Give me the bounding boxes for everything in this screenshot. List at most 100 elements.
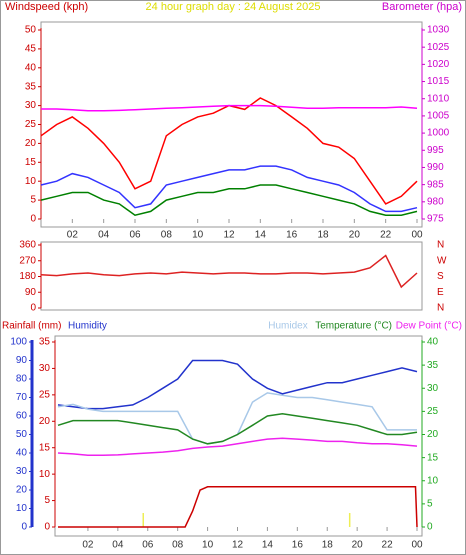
tick-label: 985 <box>427 179 444 190</box>
series-line <box>40 254 418 289</box>
tick-label: 1010 <box>427 93 450 104</box>
tick-label: 360 <box>19 240 36 251</box>
x-tick-label: 12 <box>232 540 244 551</box>
tick-label: 90 <box>25 287 37 298</box>
tick-label: 25 <box>25 119 37 130</box>
x-tick-label: 20 <box>352 540 364 551</box>
tick-label: 30 <box>427 383 439 394</box>
tick-label: N <box>437 303 444 314</box>
tick-label: 0 <box>30 214 36 225</box>
x-tick-label: 22 <box>380 230 392 241</box>
legend-label: Dew Point (°C) <box>396 321 462 332</box>
tick-label: 0 <box>44 522 50 533</box>
x-tick-label: 04 <box>112 540 124 551</box>
tick-label: 990 <box>427 162 444 173</box>
tick-label: 35 <box>427 360 439 371</box>
x-tick-label: 08 <box>172 540 184 551</box>
tick-label: 30 <box>16 466 28 477</box>
tick-label: 180 <box>19 271 36 282</box>
x-tick-label: 10 <box>202 540 214 551</box>
series-line <box>58 486 418 528</box>
x-tick-label: 08 <box>161 230 173 241</box>
x-tick-label: 06 <box>142 540 154 551</box>
tick-label: 975 <box>427 214 444 225</box>
series-line <box>40 165 418 213</box>
series-line <box>40 184 418 217</box>
tick-label: 80 <box>16 374 28 385</box>
legend-label: Rainfall (mm) <box>2 321 61 332</box>
tick-label: 40 <box>16 448 28 459</box>
tick-label: 10 <box>25 176 37 187</box>
x-tick-label: 14 <box>255 230 267 241</box>
tick-label: 1015 <box>427 76 450 87</box>
legend-label: Temperature (°C) <box>315 321 392 332</box>
tick-label: 5 <box>30 195 36 206</box>
x-tick-label: 00 <box>411 230 423 241</box>
legend-label: Humidex <box>268 321 307 332</box>
tick-label: S <box>437 271 444 282</box>
tick-label: 35 <box>39 337 51 348</box>
x-tick-label: 02 <box>82 540 94 551</box>
x-tick-label: 16 <box>292 540 304 551</box>
tick-label: 50 <box>16 429 28 440</box>
wind-label: Windspeed (kph) <box>5 1 88 13</box>
tick-label: 5 <box>44 495 50 506</box>
baro-label: Barometer (hpa) <box>382 1 462 13</box>
tick-label: 25 <box>427 406 439 417</box>
x-tick-label: 02 <box>67 230 79 241</box>
tick-label: W <box>437 255 447 266</box>
tick-label: N <box>437 240 444 251</box>
x-tick-label: 22 <box>382 540 394 551</box>
tick-label: 0 <box>30 303 36 314</box>
x-tick-label: 10 <box>192 230 204 241</box>
tick-label: 60 <box>16 411 28 422</box>
tick-label: 5 <box>427 499 433 510</box>
tick-label: 995 <box>427 145 444 156</box>
tick-label: 45 <box>25 44 37 55</box>
tick-label: 980 <box>427 196 444 207</box>
x-tick-label: 00 <box>411 540 423 551</box>
x-tick-label: 16 <box>286 230 298 241</box>
x-tick-label: 14 <box>262 540 274 551</box>
tick-label: 40 <box>25 62 37 73</box>
tick-label: 270 <box>19 255 36 266</box>
tick-label: 1020 <box>427 59 450 70</box>
tick-label: 40 <box>427 337 439 348</box>
tick-label: 0 <box>427 522 433 533</box>
tick-label: 1025 <box>427 42 450 53</box>
tick-label: 10 <box>427 475 439 486</box>
series-line <box>57 412 418 445</box>
tick-label: 20 <box>25 138 37 149</box>
series-line <box>57 437 418 457</box>
tick-label: 1005 <box>427 111 450 122</box>
x-tick-label: 06 <box>129 230 141 241</box>
tick-label: 30 <box>25 100 37 111</box>
tick-label: 20 <box>16 485 28 496</box>
series-line <box>41 104 418 112</box>
x-tick-label: 18 <box>322 540 334 551</box>
tick-label: 1000 <box>427 128 450 139</box>
tick-label: 15 <box>427 452 439 463</box>
series-line <box>57 359 418 410</box>
tick-label: 1030 <box>427 25 450 36</box>
tick-label: 15 <box>39 442 51 453</box>
x-tick-label: 04 <box>98 230 110 241</box>
tick-label: 20 <box>427 429 439 440</box>
tick-label: E <box>437 287 444 298</box>
tick-label: 10 <box>16 503 28 514</box>
tick-label: 15 <box>25 157 37 168</box>
x-tick-label: 20 <box>349 230 361 241</box>
tick-label: 0 <box>21 522 27 533</box>
chart-title: 24 hour graph day : 24 August 2025 <box>146 1 321 13</box>
tick-label: 35 <box>25 81 37 92</box>
tick-label: 70 <box>16 392 28 403</box>
x-tick-label: 12 <box>223 230 235 241</box>
tick-label: 30 <box>39 363 51 374</box>
tick-label: 90 <box>16 355 28 366</box>
tick-label: 10 <box>39 469 51 480</box>
x-tick-label: 18 <box>317 230 329 241</box>
tick-label: 20 <box>39 416 51 427</box>
tick-label: 25 <box>39 389 51 400</box>
